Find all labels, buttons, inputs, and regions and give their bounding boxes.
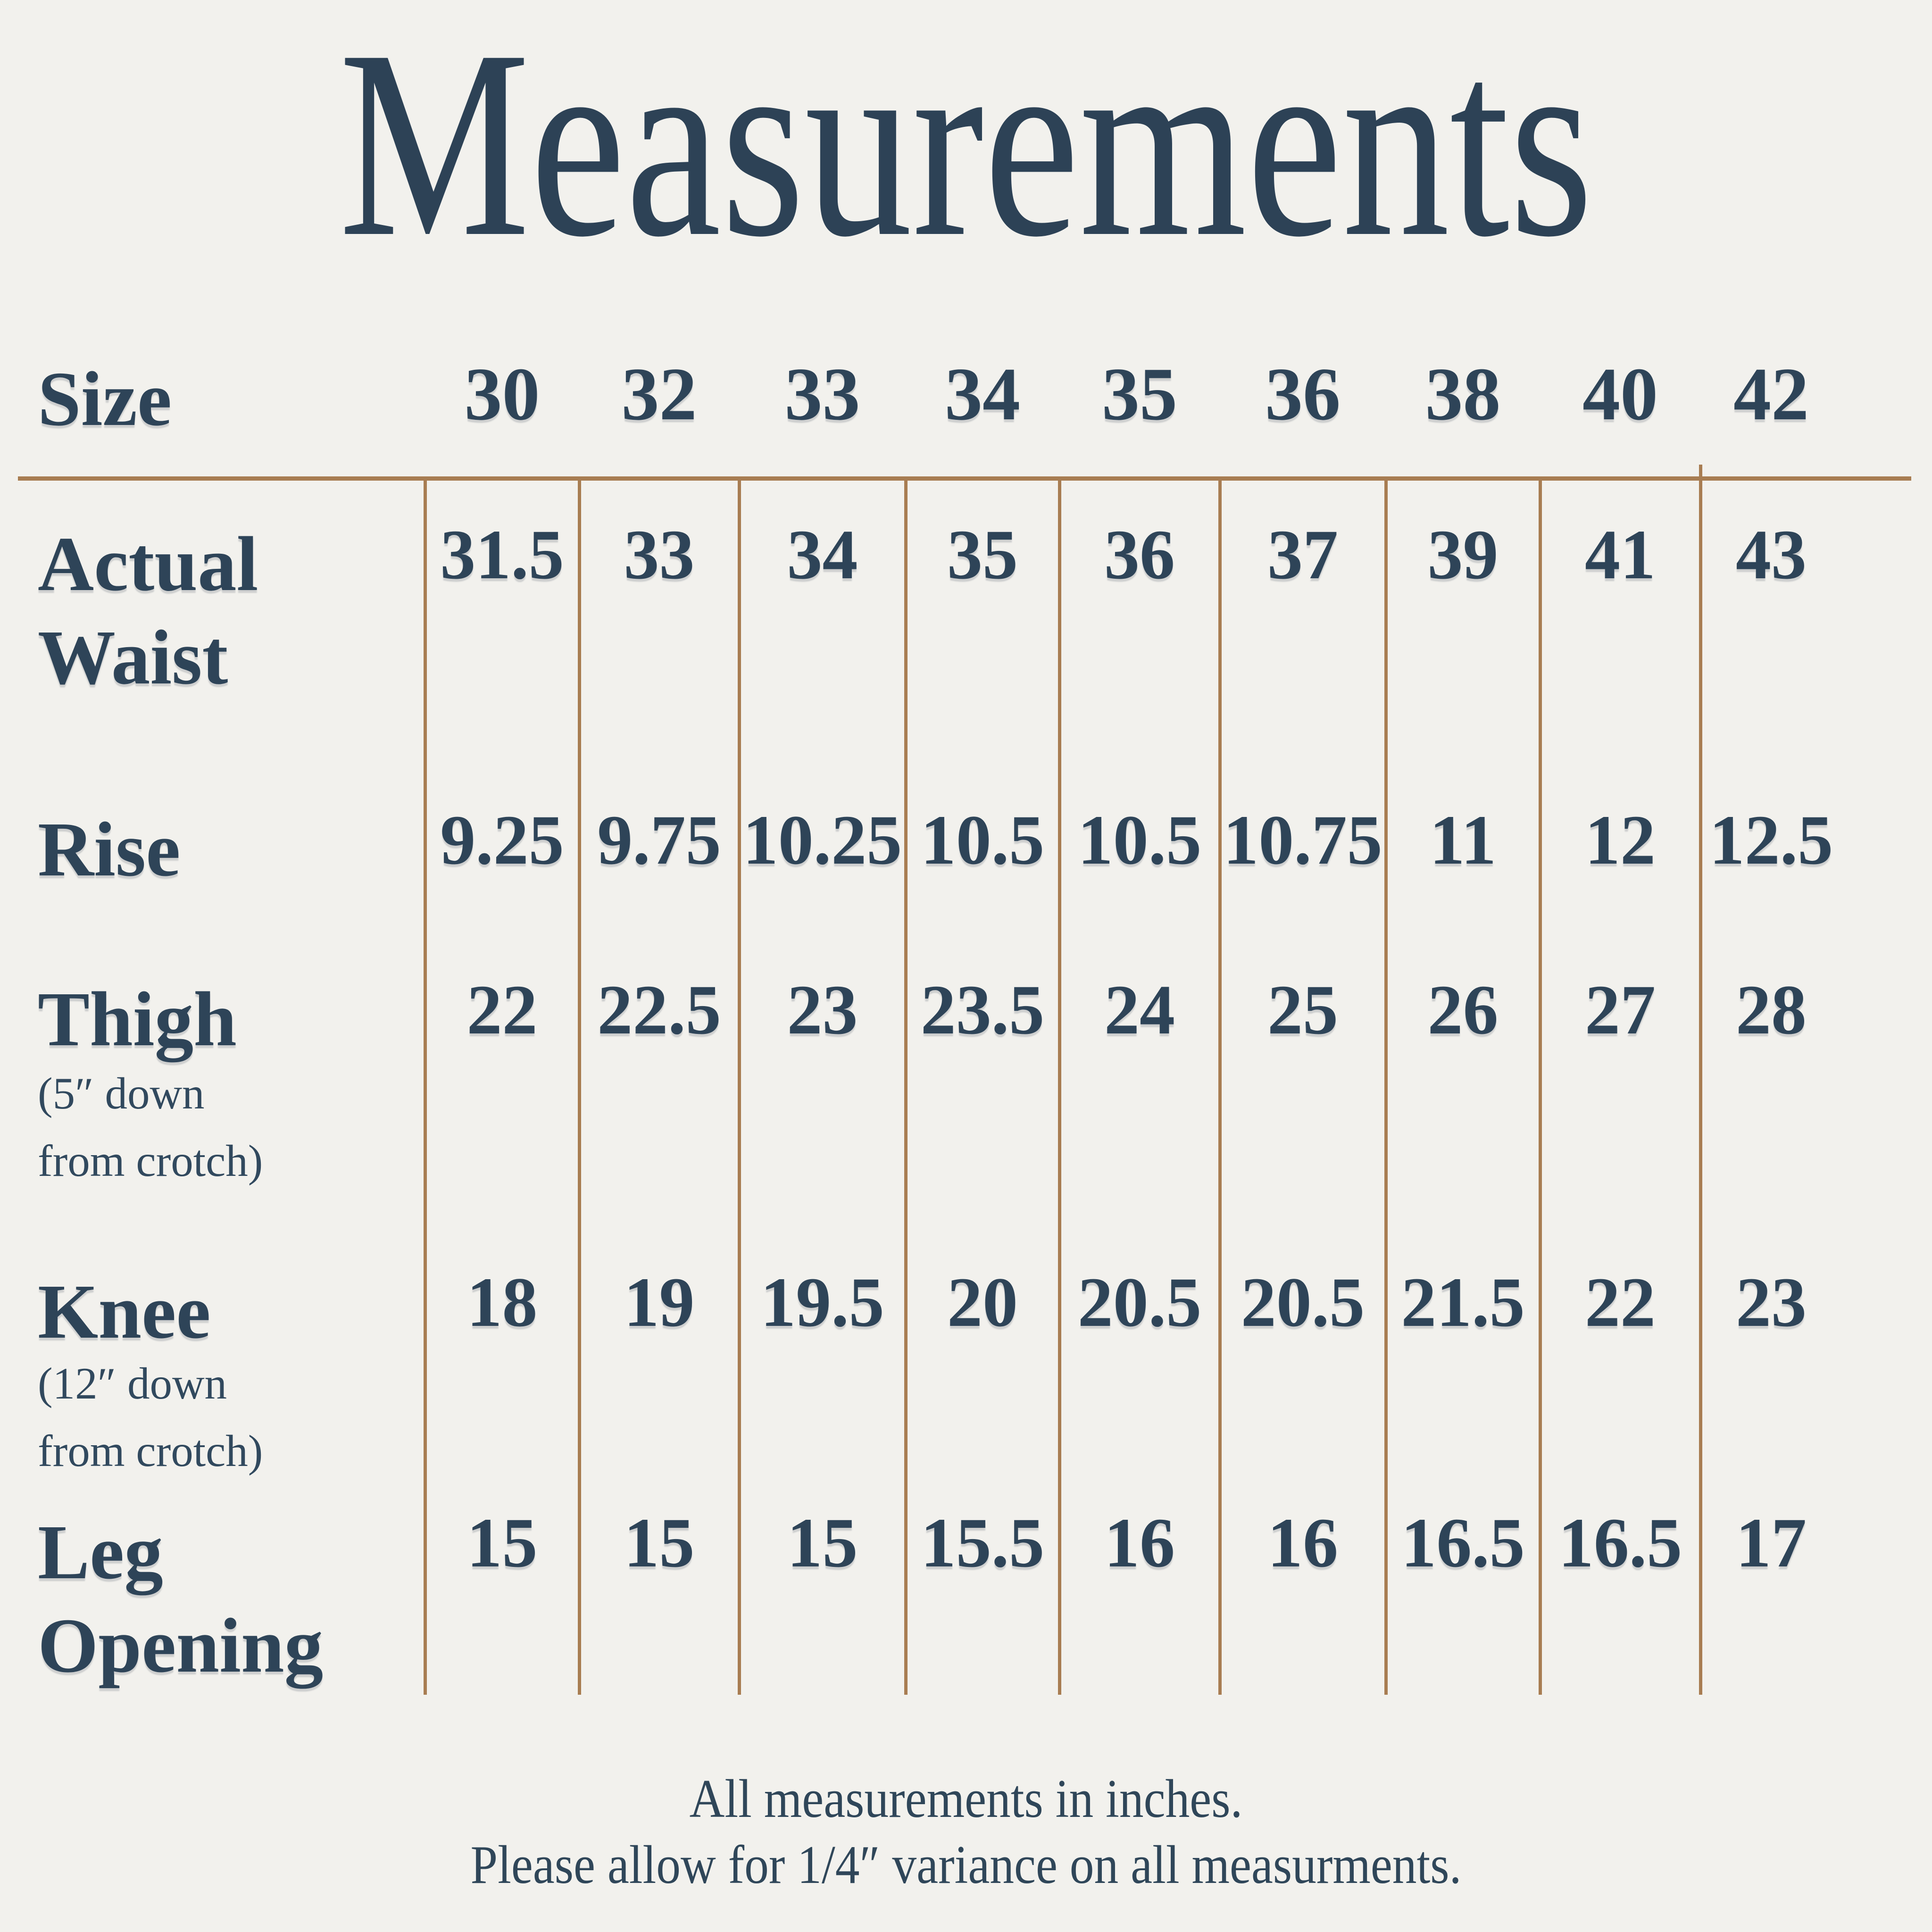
column-divider <box>1539 478 1542 1695</box>
cell-thigh-35: 24 <box>1104 971 1175 1049</box>
footer-note-variance: Please allow for 1/4″ variance on all me… <box>470 1835 1462 1895</box>
cell-thigh-32: 22.5 <box>597 971 721 1049</box>
cell-thigh-36: 25 <box>1267 971 1338 1049</box>
column-divider <box>424 478 427 1695</box>
cell-knee-32: 19 <box>624 1263 695 1341</box>
cell-thigh-30: 22 <box>466 971 538 1049</box>
cell-rise-34: 10.5 <box>920 801 1045 879</box>
cell-actual-waist-38: 39 <box>1427 516 1499 594</box>
column-divider <box>1058 478 1061 1695</box>
size-header-40: 40 <box>1582 352 1658 436</box>
cell-knee-36: 20.5 <box>1241 1263 1365 1341</box>
column-divider <box>1384 478 1388 1695</box>
column-divider <box>1699 465 1702 1695</box>
row-label-actual-waist: Actual Waist <box>38 521 258 700</box>
cell-rise-35: 10.5 <box>1077 801 1202 879</box>
row-label-knee: Knee <box>38 1268 211 1355</box>
column-divider <box>738 478 741 1695</box>
cell-thigh-33: 23 <box>787 971 858 1049</box>
cell-knee-34: 20 <box>947 1263 1018 1341</box>
cell-actual-waist-40: 41 <box>1585 516 1656 594</box>
cell-leg-opening-42: 17 <box>1736 1504 1807 1582</box>
footer-note-units: All measurements in inches. <box>689 1769 1243 1829</box>
cell-actual-waist-33: 34 <box>787 516 858 594</box>
row-sublabel-knee: (12″ down from crotch) <box>38 1358 263 1476</box>
cell-rise-38: 11 <box>1429 801 1497 879</box>
cell-knee-33: 19.5 <box>760 1263 884 1341</box>
size-header-36: 36 <box>1265 352 1341 436</box>
size-header-33: 33 <box>784 352 860 436</box>
size-header-30: 30 <box>464 352 540 436</box>
cell-knee-40: 22 <box>1585 1263 1656 1341</box>
cell-knee-38: 21.5 <box>1401 1263 1525 1341</box>
cell-thigh-42: 28 <box>1736 971 1807 1049</box>
size-header-35: 35 <box>1102 352 1177 436</box>
row-label-rise: Rise <box>38 806 181 892</box>
cell-rise-32: 9.75 <box>597 801 721 879</box>
cell-thigh-38: 26 <box>1427 971 1499 1049</box>
table-rule-horizontal <box>18 476 1911 481</box>
cell-thigh-40: 27 <box>1585 971 1656 1049</box>
page-title: Measurements <box>339 0 1593 292</box>
cell-leg-opening-30: 15 <box>466 1504 538 1582</box>
cell-knee-30: 18 <box>466 1263 538 1341</box>
cell-leg-opening-35: 16 <box>1104 1504 1175 1582</box>
cell-leg-opening-34: 15.5 <box>920 1504 1045 1582</box>
cell-leg-opening-36: 16 <box>1267 1504 1338 1582</box>
cell-leg-opening-38: 16.5 <box>1401 1504 1525 1582</box>
cell-rise-30: 9.25 <box>440 801 564 879</box>
row-sublabel-thigh: (5″ down from crotch) <box>38 1068 263 1186</box>
cell-actual-waist-32: 33 <box>624 516 695 594</box>
cell-thigh-34: 23.5 <box>920 971 1045 1049</box>
size-header-32: 32 <box>621 352 697 436</box>
size-header-42: 42 <box>1733 352 1809 436</box>
cell-rise-36: 10.75 <box>1223 801 1382 879</box>
cell-rise-33: 10.25 <box>742 801 902 879</box>
column-divider <box>1218 478 1222 1695</box>
cell-actual-waist-42: 43 <box>1736 516 1807 594</box>
cell-leg-opening-40: 16.5 <box>1558 1504 1682 1582</box>
cell-actual-waist-35: 36 <box>1104 516 1175 594</box>
cell-knee-42: 23 <box>1736 1263 1807 1341</box>
row-label-thigh: Thigh <box>38 976 237 1062</box>
cell-rise-40: 12 <box>1585 801 1656 879</box>
cell-leg-opening-32: 15 <box>624 1504 695 1582</box>
column-divider <box>578 478 581 1695</box>
cell-leg-opening-33: 15 <box>787 1504 858 1582</box>
cell-actual-waist-30: 31.5 <box>440 516 564 594</box>
cell-rise-42: 12.5 <box>1709 801 1833 879</box>
row-label-leg-opening: Leg Opening <box>38 1509 324 1689</box>
cell-actual-waist-34: 35 <box>947 516 1018 594</box>
size-column-header: Size <box>38 356 172 442</box>
size-header-34: 34 <box>945 352 1020 436</box>
size-header-38: 38 <box>1425 352 1501 436</box>
cell-knee-35: 20.5 <box>1077 1263 1202 1341</box>
cell-actual-waist-36: 37 <box>1267 516 1338 594</box>
column-divider <box>904 478 908 1695</box>
